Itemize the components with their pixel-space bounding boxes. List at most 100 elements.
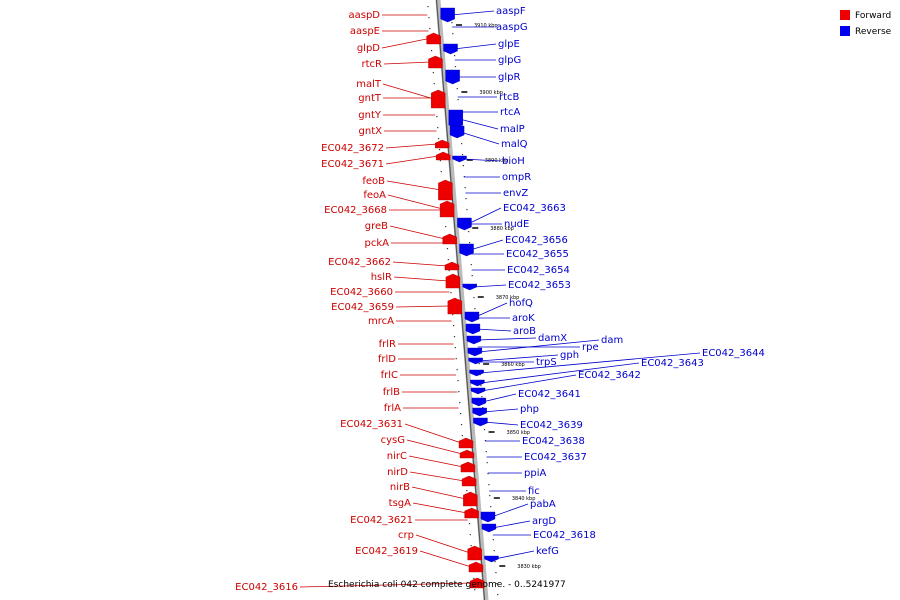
reverse-gene-feature[interactable] — [448, 109, 463, 129]
reverse-gene-label[interactable]: EC042_3654 — [507, 265, 570, 276]
forward-gene-label[interactable]: frlC — [381, 370, 398, 381]
forward-gene-label[interactable]: feoB — [362, 176, 385, 187]
forward-gene-feature[interactable] — [445, 273, 461, 289]
forward-gene-feature[interactable] — [461, 475, 477, 487]
forward-gene-feature[interactable] — [438, 179, 453, 201]
forward-gene-label[interactable]: feoA — [363, 190, 386, 201]
reverse-gene-feature[interactable] — [459, 243, 474, 257]
reverse-gene-feature[interactable] — [452, 155, 467, 163]
reverse-gene-label[interactable]: kefG — [536, 546, 559, 557]
forward-gene-label[interactable]: EC042_3619 — [355, 546, 418, 557]
reverse-gene-label[interactable]: gph — [560, 350, 579, 361]
forward-gene-label[interactable]: EC042_3631 — [340, 419, 403, 430]
reverse-gene-label[interactable]: envZ — [503, 188, 528, 199]
reverse-gene-feature[interactable] — [462, 283, 477, 291]
reverse-gene-feature[interactable] — [440, 7, 455, 23]
reverse-gene-feature[interactable] — [472, 407, 487, 417]
forward-gene-label[interactable]: aaspE — [350, 26, 380, 37]
reverse-gene-label[interactable]: EC042_3643 — [641, 358, 704, 369]
reverse-gene-label[interactable]: ppiA — [524, 468, 546, 479]
forward-gene-feature[interactable] — [463, 491, 478, 507]
forward-gene-feature[interactable] — [468, 561, 484, 573]
forward-gene-label[interactable]: EC042_3662 — [328, 257, 391, 268]
forward-gene-label[interactable]: EC042_3660 — [330, 287, 393, 298]
reverse-gene-label[interactable]: malQ — [501, 139, 528, 150]
reverse-gene-feature[interactable] — [469, 369, 484, 377]
forward-gene-label[interactable]: frlD — [378, 354, 396, 365]
forward-gene-label[interactable]: tsgA — [389, 498, 411, 509]
forward-gene-label[interactable]: frlB — [383, 387, 400, 398]
forward-gene-feature[interactable] — [435, 139, 450, 149]
reverse-gene-feature[interactable] — [480, 511, 496, 523]
reverse-gene-feature[interactable] — [449, 125, 465, 139]
forward-gene-label[interactable]: frlR — [379, 339, 396, 350]
forward-gene-label[interactable]: EC042_3621 — [350, 515, 413, 526]
reverse-gene-feature[interactable] — [465, 323, 481, 335]
forward-gene-label[interactable]: EC042_3671 — [321, 159, 384, 170]
forward-gene-label[interactable]: aaspD — [348, 10, 380, 21]
reverse-gene-label[interactable]: rtcB — [499, 92, 520, 103]
reverse-gene-label[interactable]: argD — [532, 516, 556, 527]
reverse-gene-label[interactable]: nudE — [504, 219, 529, 230]
forward-gene-feature[interactable] — [439, 200, 455, 218]
reverse-gene-feature[interactable] — [481, 523, 497, 533]
reverse-gene-feature[interactable] — [466, 335, 482, 345]
forward-gene-feature[interactable] — [458, 437, 474, 449]
reverse-gene-feature[interactable] — [470, 379, 485, 387]
forward-gene-label[interactable]: gntT — [358, 93, 382, 104]
reverse-gene-feature[interactable] — [443, 43, 458, 55]
reverse-gene-feature[interactable] — [445, 69, 460, 85]
reverse-gene-feature[interactable] — [470, 387, 486, 395]
forward-gene-feature[interactable] — [447, 297, 463, 315]
forward-gene-label[interactable]: hslR — [371, 272, 392, 283]
forward-gene-feature[interactable] — [467, 545, 482, 561]
reverse-gene-feature[interactable] — [468, 357, 483, 365]
reverse-gene-label[interactable]: hofQ — [509, 298, 533, 309]
reverse-gene-label[interactable]: EC042_3642 — [578, 370, 641, 381]
forward-gene-feature[interactable] — [459, 449, 475, 459]
reverse-gene-label[interactable]: damX — [538, 333, 567, 344]
forward-gene-label[interactable]: EC042_3668 — [324, 205, 387, 216]
reverse-gene-label[interactable]: pabA — [530, 499, 556, 510]
reverse-gene-label[interactable]: fic — [528, 486, 540, 497]
forward-gene-label[interactable]: glpD — [357, 43, 380, 54]
reverse-gene-label[interactable]: trpS — [536, 357, 557, 368]
forward-gene-feature[interactable] — [428, 55, 443, 69]
reverse-gene-label[interactable]: EC042_3644 — [702, 348, 765, 359]
reverse-gene-label[interactable]: glpG — [498, 55, 521, 66]
forward-gene-feature[interactable] — [464, 507, 479, 519]
forward-gene-feature[interactable] — [470, 577, 485, 589]
reverse-gene-feature[interactable] — [464, 311, 480, 323]
reverse-gene-feature[interactable] — [471, 397, 487, 407]
forward-gene-label[interactable]: malT — [356, 79, 382, 90]
reverse-gene-label[interactable]: dam — [601, 335, 623, 346]
forward-gene-feature[interactable] — [444, 261, 460, 271]
reverse-gene-label[interactable]: EC042_3618 — [533, 530, 596, 541]
forward-gene-label[interactable]: pckA — [365, 238, 390, 249]
reverse-gene-label[interactable]: aroB — [513, 326, 536, 337]
reverse-gene-label[interactable]: ompR — [502, 172, 531, 183]
reverse-gene-feature[interactable] — [484, 555, 499, 563]
forward-gene-label[interactable]: frlA — [384, 403, 401, 414]
reverse-gene-label[interactable]: php — [520, 404, 539, 415]
reverse-gene-label[interactable]: EC042_3655 — [506, 249, 569, 260]
reverse-gene-label[interactable]: aaspG — [496, 22, 528, 33]
forward-gene-label[interactable]: EC042_3616 — [235, 582, 298, 593]
forward-gene-label[interactable]: nirB — [390, 482, 410, 493]
reverse-gene-label[interactable]: glpR — [498, 72, 520, 83]
forward-gene-label[interactable]: rtcR — [362, 59, 383, 70]
reverse-gene-feature[interactable] — [457, 217, 472, 231]
reverse-gene-label[interactable]: rtcA — [500, 107, 521, 118]
forward-gene-label[interactable]: gntY — [358, 110, 382, 121]
forward-gene-feature[interactable] — [435, 151, 451, 161]
forward-gene-label[interactable]: nirD — [387, 467, 408, 478]
reverse-gene-label[interactable]: EC042_3638 — [522, 436, 585, 447]
reverse-gene-label[interactable]: bioH — [502, 156, 525, 167]
forward-gene-label[interactable]: greB — [365, 221, 388, 232]
reverse-gene-feature[interactable] — [473, 417, 488, 427]
reverse-gene-label[interactable]: EC042_3653 — [508, 280, 571, 291]
forward-gene-label[interactable]: mrcA — [368, 316, 394, 327]
forward-gene-feature[interactable] — [426, 32, 441, 45]
forward-gene-label[interactable]: nirC — [387, 451, 407, 462]
reverse-gene-label[interactable]: aroK — [512, 313, 535, 324]
